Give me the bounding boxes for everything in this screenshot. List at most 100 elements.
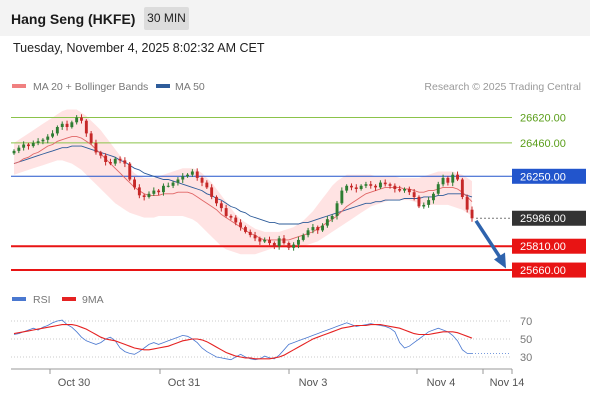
candle-body	[432, 193, 435, 201]
candle-body	[60, 123, 64, 127]
rsi-tick-label: 50	[520, 334, 532, 346]
candle-body	[41, 139, 45, 142]
candle-body	[369, 184, 373, 186]
legend-label-ma20: MA 20 + Bollinger Bands	[33, 81, 148, 93]
candle-body	[181, 176, 185, 180]
candle-body	[417, 196, 421, 207]
candle-body	[427, 200, 431, 205]
candle-body	[335, 203, 339, 216]
candle-body	[364, 184, 368, 186]
x-axis: Oct 30 Oct 31 Nov 3 Nov 4 Nov 14	[11, 368, 524, 389]
candle-body	[277, 238, 281, 247]
candle-body	[325, 219, 329, 226]
legend-swatch-9ma	[62, 297, 76, 301]
level-tag-bg	[512, 210, 586, 226]
candle-body	[205, 182, 209, 188]
candle-body	[27, 144, 30, 147]
forecast-arrow-shaft	[474, 219, 504, 262]
candle-body	[147, 193, 151, 197]
candle-body	[70, 122, 74, 128]
legend-label-rsi: RSI	[33, 294, 51, 306]
candle-body	[379, 182, 382, 188]
candle-body	[316, 227, 320, 231]
candle-body	[200, 177, 204, 183]
candle-body	[436, 184, 440, 194]
candle-body	[460, 179, 464, 197]
candle-body	[456, 174, 459, 180]
level-tag-label: 25810.00	[520, 241, 566, 253]
x-tick-label: Oct 30	[58, 377, 90, 389]
level-tags: 26620.00 26460.00 26250.00 25986.00 25810.00…	[512, 112, 586, 278]
candle-body	[465, 196, 469, 210]
legend-swatch-ma20	[12, 84, 26, 88]
candle-body	[350, 185, 353, 188]
candle-body	[374, 185, 377, 188]
candle-body	[330, 216, 334, 220]
timeframe-button[interactable]: 30 MIN	[144, 7, 189, 30]
candle-body	[113, 158, 117, 164]
candle-body	[31, 142, 35, 147]
candle-body	[80, 117, 83, 121]
candle-body	[398, 189, 402, 191]
candle-body	[239, 222, 242, 228]
header-bar	[0, 0, 590, 36]
level-tag-label: 25660.00	[520, 265, 566, 277]
rsi-line	[13, 319, 472, 361]
candle-body	[311, 227, 315, 231]
candle-body	[287, 243, 291, 248]
candle-body	[171, 182, 175, 186]
forecast-arrow-head	[494, 252, 506, 269]
candle-body	[422, 204, 426, 207]
level-tag-bg	[512, 262, 586, 278]
candle-body	[190, 171, 194, 175]
rsi-tick-label: 70	[520, 316, 532, 328]
legend-label-ma50: MA 50	[175, 81, 205, 93]
candle-body	[253, 235, 257, 239]
candle-body	[292, 244, 296, 248]
candle-body	[407, 189, 411, 193]
price-levels	[11, 116, 512, 272]
legend-swatch-rsi	[12, 297, 26, 301]
candle-body	[306, 230, 310, 236]
x-tick-label: Oct 31	[168, 377, 200, 389]
bollinger-band-fill	[14, 109, 472, 255]
candle-body	[123, 160, 127, 164]
candle-body	[104, 155, 108, 162]
candle-body	[118, 158, 122, 161]
candle-body	[12, 150, 16, 154]
candle-body	[215, 196, 218, 204]
level-tag-label: 25986.00	[520, 213, 566, 225]
candle-body	[282, 238, 286, 244]
candle-body	[470, 209, 474, 219]
candle-body	[451, 174, 455, 183]
candle-body	[359, 185, 363, 189]
candle-body	[446, 177, 450, 183]
level-tag-bg	[512, 168, 586, 184]
candle-body	[109, 162, 112, 164]
candle-body	[133, 179, 136, 188]
timestamp: Tuesday, November 4, 2025 8:02:32 AM CET	[13, 41, 265, 55]
candle-body	[128, 163, 132, 180]
candle-body	[89, 133, 93, 143]
candle-body	[152, 190, 156, 194]
candle-body	[176, 179, 180, 183]
bollinger-bands	[14, 109, 472, 255]
candle-body	[258, 238, 262, 242]
candle-body	[137, 187, 141, 196]
legend-swatch-ma50	[156, 84, 170, 88]
candle-body	[55, 127, 59, 134]
candle-body	[383, 182, 387, 185]
candle-body	[99, 152, 103, 156]
candle-body	[46, 136, 50, 140]
level-tag-label: 26620.00	[520, 112, 566, 124]
legend-label-9ma: 9MA	[82, 294, 104, 306]
candle-body	[51, 133, 54, 137]
candle-body	[297, 239, 300, 245]
level-tag-bg	[512, 238, 586, 254]
candle-body	[17, 147, 21, 151]
candle-body	[36, 141, 40, 143]
candle-body	[22, 144, 26, 148]
rsi-panel: 70 50 30	[11, 316, 532, 364]
